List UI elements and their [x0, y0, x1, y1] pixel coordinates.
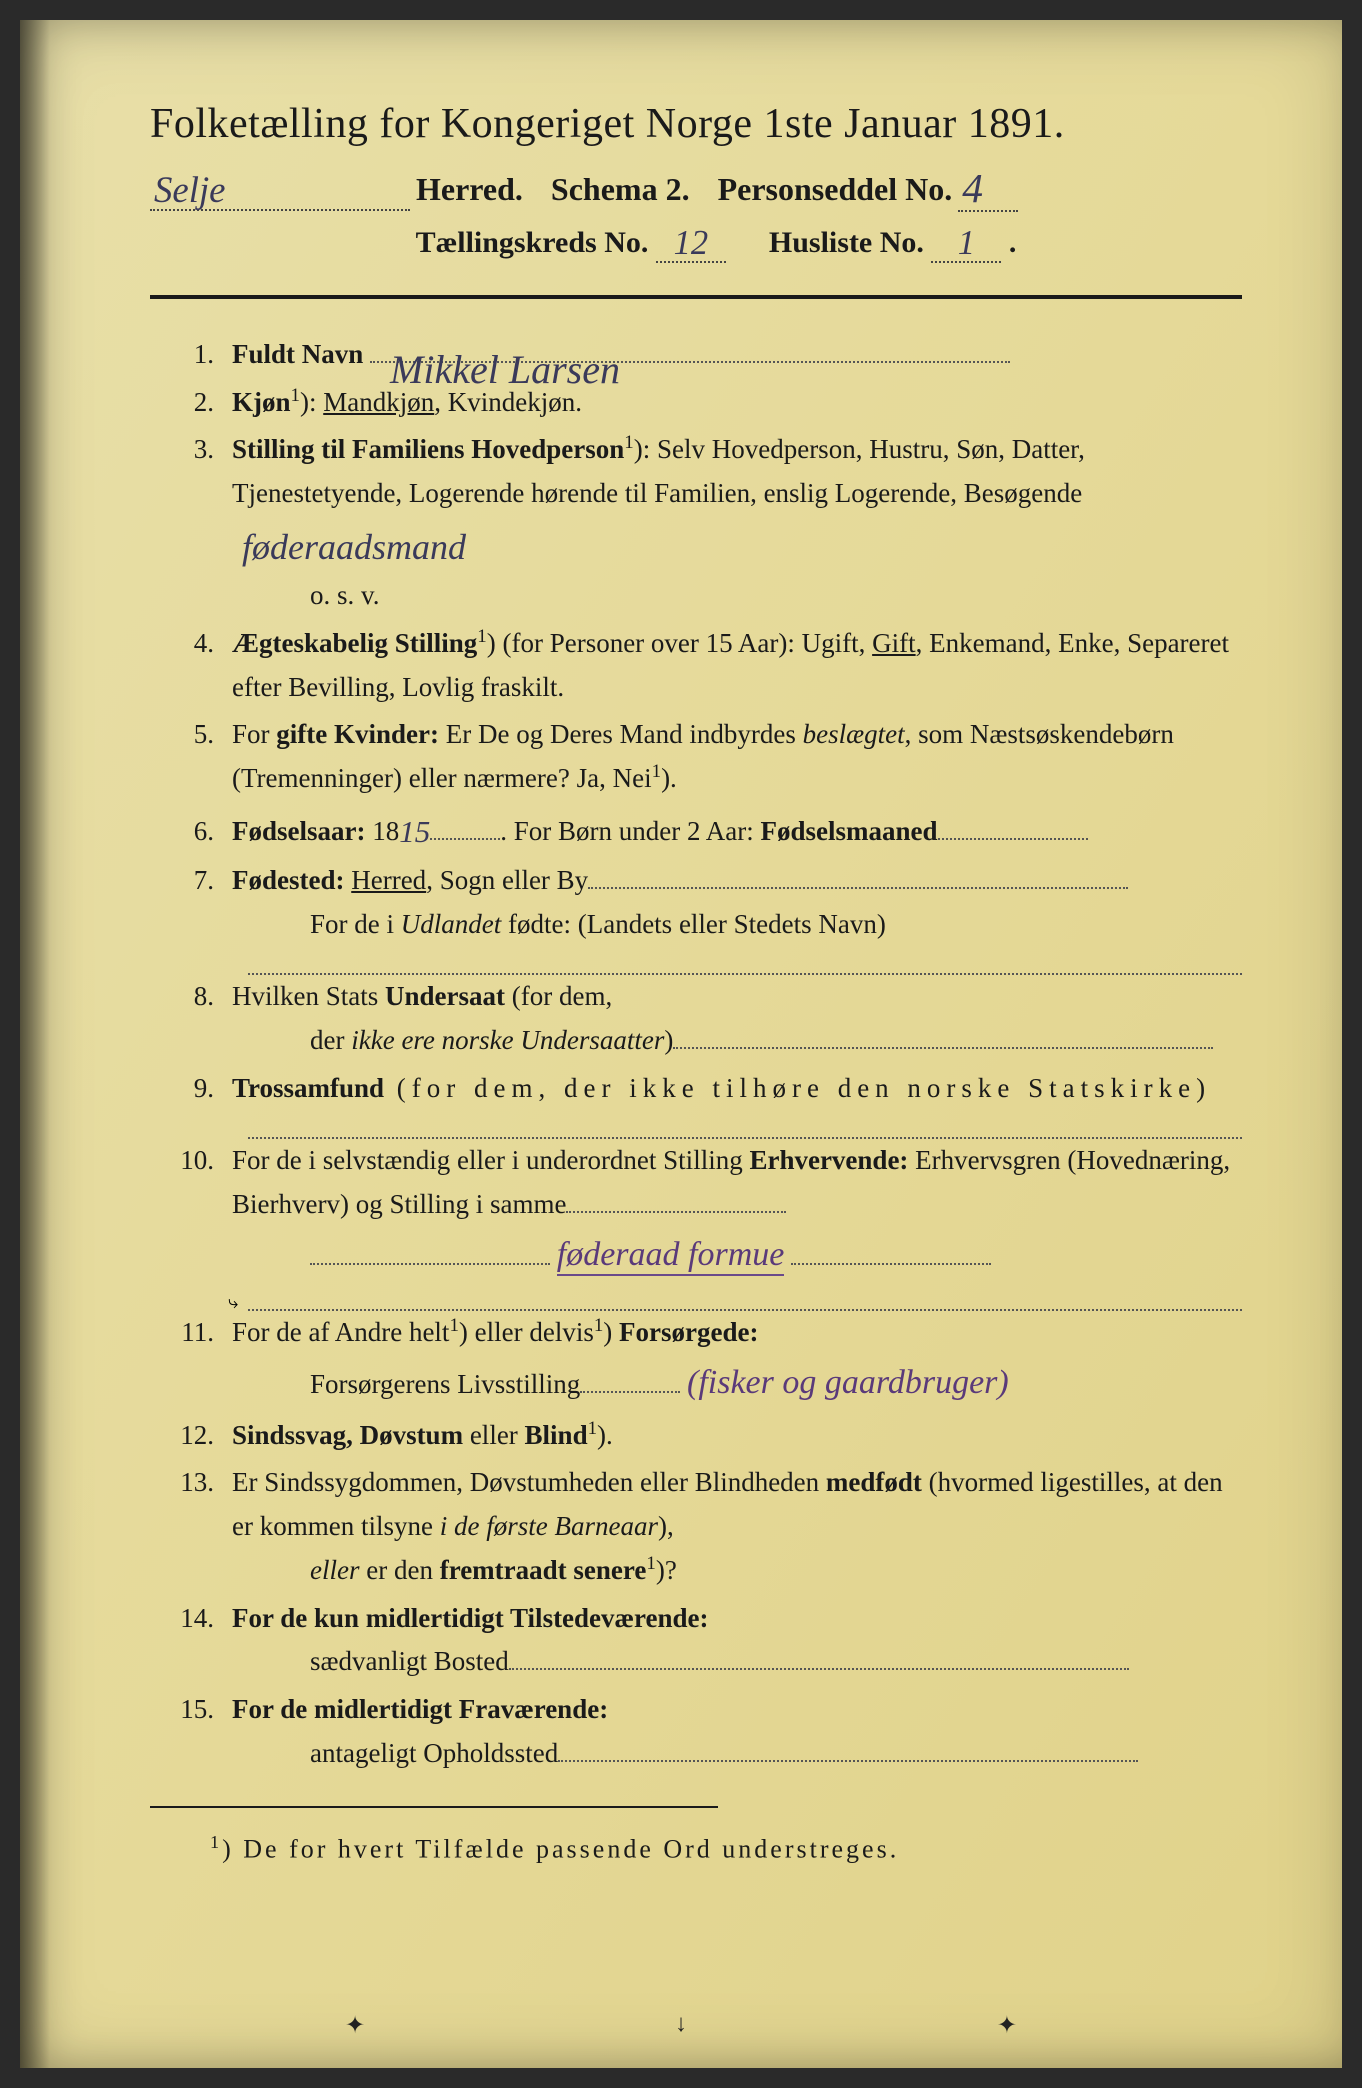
divider-heavy: [150, 295, 1242, 299]
label-erhvervende: Erhvervende:: [749, 1145, 908, 1175]
item-5: 5. For gifte Kvinder: Er De og Deres Man…: [170, 713, 1242, 800]
item-num: 1.: [170, 333, 232, 377]
opholdssted-label: antageligt Opholdssted: [310, 1738, 558, 1768]
osv: o. s. v.: [232, 574, 1242, 618]
item-8: 8. Hvilken Stats Undersaat (for dem, der…: [170, 975, 1242, 1062]
divider-light: [150, 1806, 718, 1808]
personseddel-no-field: 4: [958, 162, 1018, 212]
label-fuldt-navn: Fuldt Navn: [232, 339, 363, 369]
herred-field: Selje: [150, 166, 410, 211]
item-9: 9. Trossamfund (for dem, der ikke tilhør…: [170, 1067, 1242, 1111]
item-num: 7.: [170, 859, 232, 903]
forsorger-handwritten: (fisker og gaardbruger): [687, 1364, 1009, 1401]
label-forsorgede: Forsørgede:: [619, 1317, 758, 1347]
husliste-label: Husliste No.: [769, 226, 924, 259]
item-15: 15. For de midlertidigt Fraværende: anta…: [170, 1688, 1242, 1775]
item-12: 12. Sindssvag, Døvstum eller Blind1).: [170, 1414, 1242, 1458]
item-num: 11.: [170, 1311, 232, 1355]
gift-underlined: Gift: [872, 628, 916, 658]
item-4: 4. Ægteskabelig Stilling1) (for Personer…: [170, 622, 1242, 709]
stilling-handwritten: føderaadsmand: [242, 527, 466, 567]
item-num: 14.: [170, 1597, 232, 1641]
item-2: 2. Kjøn1): Mandkjøn, Kvindekjøn.: [170, 381, 1242, 425]
label-sindssvag: Sindssvag, Døvstum: [232, 1420, 463, 1450]
item-6: 6. Fødselsaar: 1815. For Børn under 2 Aa…: [170, 805, 1242, 855]
name-handwritten: Mikkel Larsen: [390, 338, 620, 365]
item-1: 1. Fuldt Navn Mikkel Larsen: [170, 333, 1242, 377]
item-num: 5.: [170, 713, 232, 757]
label-aegteskab: Ægteskabelig Stilling: [232, 628, 477, 658]
item-num: 2.: [170, 381, 232, 425]
label-undersaat: Undersaat: [385, 981, 505, 1011]
item-num: 9.: [170, 1067, 232, 1111]
erhverv-handwritten: føderaad formue: [557, 1236, 785, 1276]
label-trossamfund: Trossamfund: [232, 1073, 384, 1103]
dotted-blank-9: [248, 1115, 1242, 1140]
page-ticks: ✦ ↓ ✦: [20, 2011, 1342, 2040]
item-10: 10. For de i selvstændig eller i underor…: [170, 1139, 1242, 1282]
item-13: 13. Er Sindssygdommen, Døvstumheden elle…: [170, 1461, 1242, 1592]
herred-handwritten: Selje: [154, 169, 226, 210]
item-11: 11. For de af Andre helt1) eller delvis1…: [170, 1311, 1242, 1410]
personseddel-no: 4: [962, 165, 983, 211]
label-fravaerende: midlertidigt Fraværende:: [314, 1694, 608, 1724]
husliste-field: 1: [931, 222, 1001, 263]
taellingskreds-field: 12: [656, 222, 726, 263]
dotted-blank-10: ⤷: [248, 1286, 1242, 1311]
form-header: Folketælling for Kongeriget Norge 1ste J…: [150, 100, 1242, 263]
label-fodselsmaaned: Fødselsmaaned: [761, 816, 938, 846]
dotted-blank-7: [248, 951, 1242, 976]
taellingskreds-label: Tællingskreds No.: [416, 226, 649, 259]
label-kjon: Kjøn: [232, 387, 291, 417]
census-form-page: Folketælling for Kongeriget Norge 1ste J…: [20, 20, 1342, 2068]
item-num: 12.: [170, 1414, 232, 1458]
forsorger-label: Forsørgerens Livsstilling: [310, 1369, 580, 1399]
label-fodested: Fødested:: [232, 865, 344, 895]
herred-underlined: Herred: [351, 865, 426, 895]
herred-line: Selje Herred. Schema 2. Personseddel No.…: [150, 162, 1242, 212]
item-3: 3. Stilling til Familiens Hovedperson1):…: [170, 428, 1242, 618]
item-num: 4.: [170, 622, 232, 666]
label-medfodt: medfødt: [826, 1467, 922, 1497]
label-stilling: Stilling til Familiens Hovedperson: [232, 434, 624, 464]
tick-icon: ✦: [997, 2011, 1017, 2040]
item-num: 8.: [170, 975, 232, 1019]
main-title: Folketælling for Kongeriget Norge 1ste J…: [150, 100, 1242, 148]
item-14: 14. For de kun midlertidigt Tilstedevære…: [170, 1597, 1242, 1684]
kreds-line: Tællingskreds No. 12 Husliste No. 1 .: [190, 222, 1242, 263]
taellingskreds-no: 12: [674, 224, 709, 262]
year-handwritten: 15: [399, 814, 430, 849]
label-gifte-kvinder: gifte Kvinder:: [276, 719, 439, 749]
footnote: 1) De for hvert Tilfælde passende Ord un…: [210, 1832, 1242, 1865]
item-num: 13.: [170, 1461, 232, 1505]
schema-label: Schema 2.: [551, 171, 690, 208]
personseddel-label: Personseddel No.: [718, 171, 953, 208]
item-7: 7. Fødested: Herred, Sogn eller By For d…: [170, 859, 1242, 946]
bosted-label: sædvanligt Bosted: [310, 1646, 509, 1676]
item-num: 10.: [170, 1139, 232, 1183]
tick-icon: ↓: [675, 2011, 687, 2040]
item-num: 15.: [170, 1688, 232, 1732]
tick-icon: ✦: [345, 2011, 365, 2040]
label-tilstedevaerende: midlertidigt Tilstedeværende:: [366, 1603, 709, 1633]
husliste-no: 1: [958, 224, 975, 262]
item-num: 6.: [170, 810, 232, 854]
label-fodselsaar: Fødselsaar:: [232, 816, 365, 846]
herred-label: Herred.: [416, 171, 523, 208]
item-num: 3.: [170, 428, 232, 472]
form-items: 1. Fuldt Navn Mikkel Larsen 2. Kjøn1): M…: [150, 333, 1242, 1776]
